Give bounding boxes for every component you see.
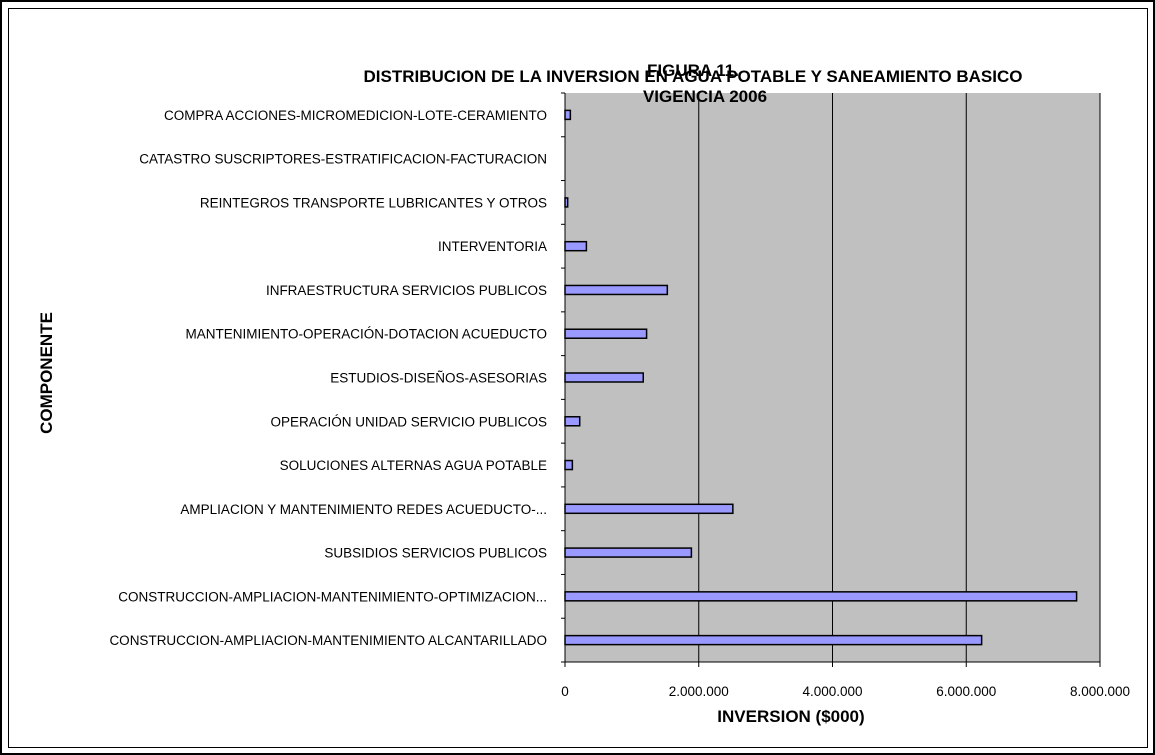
bar — [564, 284, 669, 296]
bar — [564, 372, 644, 383]
y-axis-label: COMPONENTE — [37, 312, 56, 434]
category-label: CONSTRUCCION-AMPLIACION-MANTENIMIENTO AL… — [109, 633, 547, 648]
x-tick-label: 0 — [561, 684, 569, 699]
chart-inner-frame — [8, 8, 1148, 748]
chart-title-line-3: VIGENCIA 2006 — [643, 87, 767, 106]
category-label: MANTENIMIENTO-OPERACIÓN-DOTACION ACUEDUC… — [185, 327, 547, 342]
category-label: SUBSIDIOS SERVICIOS PUBLICOS — [324, 546, 547, 561]
bar — [564, 503, 734, 515]
bar — [564, 416, 581, 427]
bar — [564, 459, 574, 471]
category-label: CATASTRO SUSCRIPTORES-ESTRATIFICACION-FA… — [139, 152, 547, 167]
x-tick-label: 2.000.000 — [669, 684, 729, 699]
category-label: SOLUCIONES ALTERNAS AGUA POTABLE — [280, 458, 547, 473]
category-label: CONSTRUCCION-AMPLIACION-MANTENIMIENTO-OP… — [118, 589, 547, 604]
category-label: OPERACIÓN UNIDAD SERVICIO PUBLICOS — [270, 414, 547, 429]
bar — [564, 240, 588, 252]
category-label: COMPRA ACCIONES-MICROMEDICION-LOTE-CERAM… — [164, 108, 547, 123]
chart-title-line-1: FIGURA 11. — [647, 61, 739, 80]
x-tick-label: 4.000.000 — [802, 684, 862, 699]
category-label: REINTEGROS TRANSPORTE LUBRICANTES Y OTRO… — [200, 195, 547, 210]
x-tick-label: 6.000.000 — [936, 684, 996, 699]
bar — [564, 328, 648, 339]
bar — [564, 591, 1078, 602]
category-label: INFRAESTRUCTURA SERVICIOS PUBLICOS — [266, 283, 547, 298]
category-label: ESTUDIOS-DISEÑOS-ASESORIAS — [330, 371, 547, 386]
x-axis-label: INVERSION ($000) — [717, 707, 864, 726]
category-label: AMPLIACION Y MANTENIMIENTO REDES ACUEDUC… — [180, 502, 547, 517]
category-label: INTERVENTORIA — [438, 239, 547, 254]
x-tick-label: 8.000.000 — [1070, 684, 1130, 699]
chart-title-line-2: DISTRIBUCION DE LA INVERSION EN AGUA POT… — [364, 67, 1023, 86]
bar — [564, 109, 572, 121]
bar — [564, 547, 693, 558]
bar — [564, 634, 983, 646]
